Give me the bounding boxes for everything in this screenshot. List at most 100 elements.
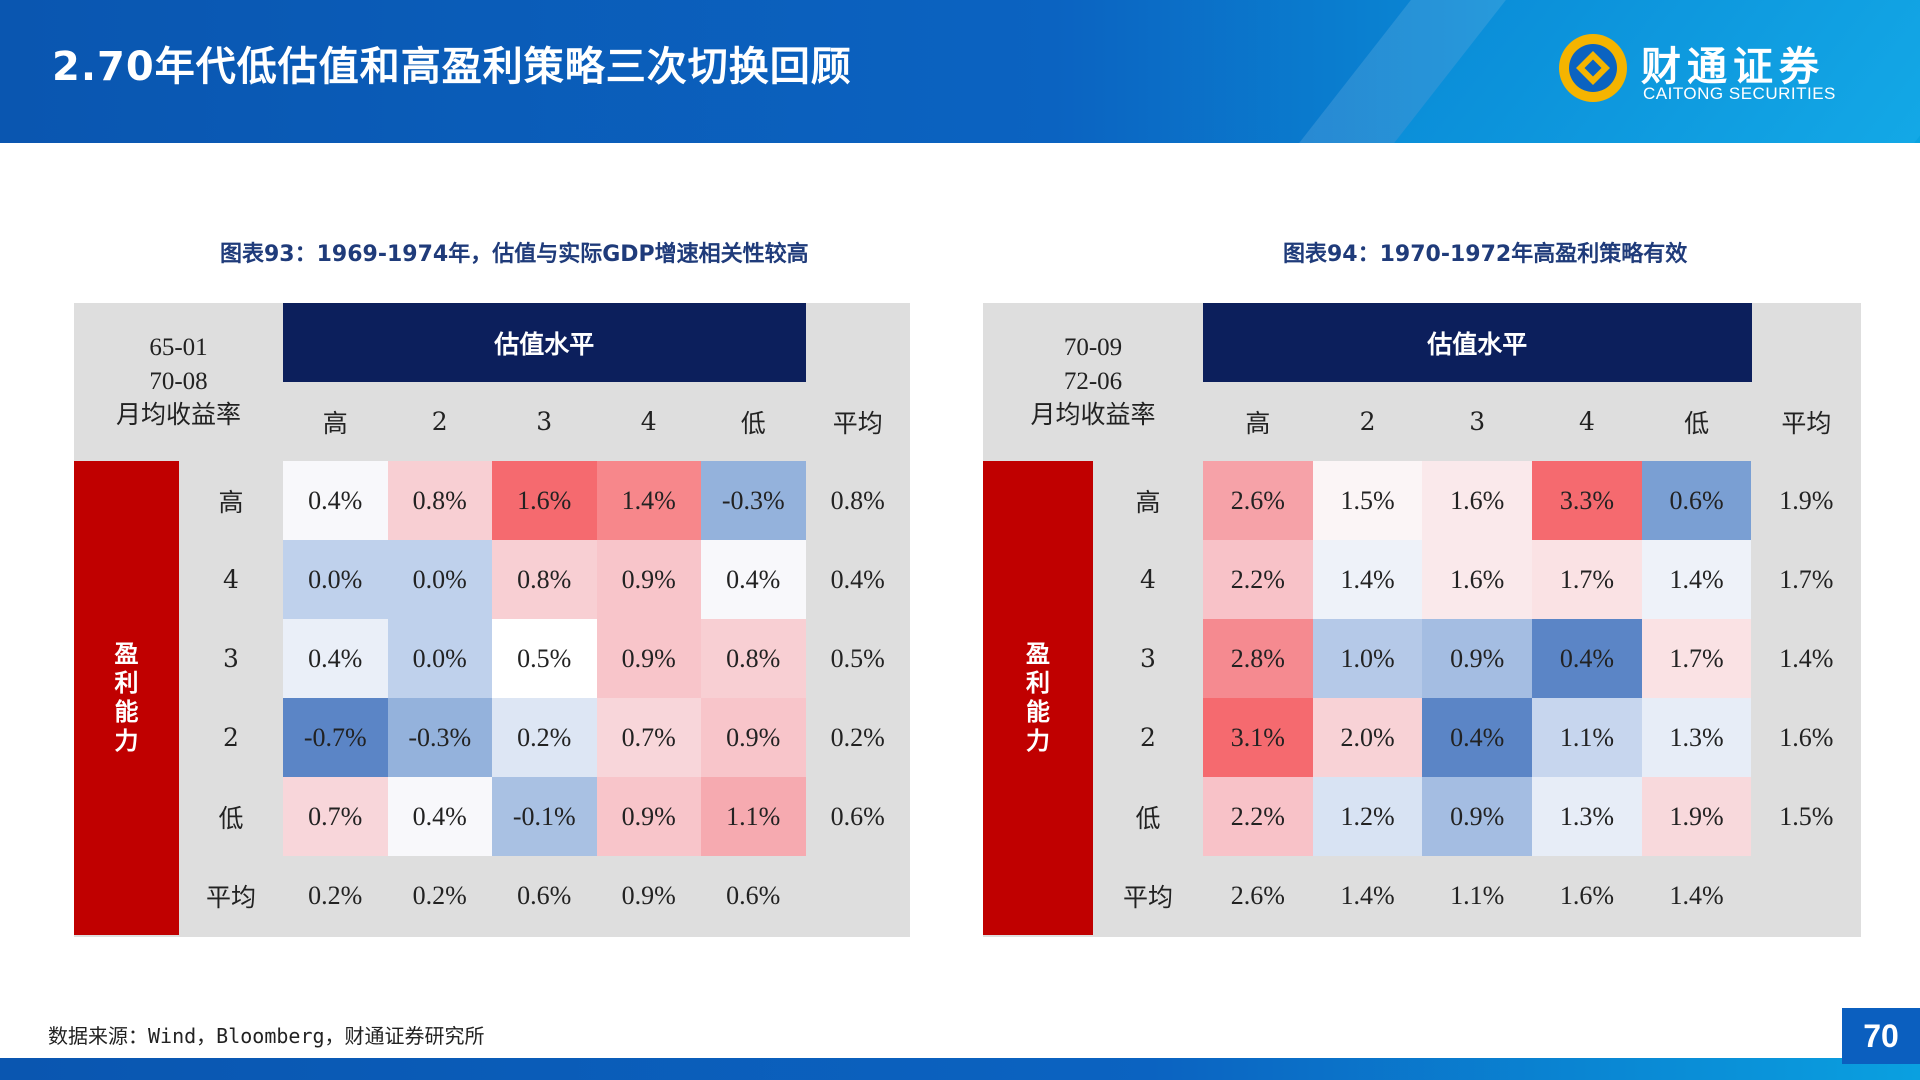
table-cell: 1.5%	[1779, 801, 1834, 831]
table-cell: 3.1%	[1203, 698, 1313, 777]
row-header: 2	[1140, 723, 1156, 752]
table-cell: 0.2%	[492, 698, 597, 777]
profitability-label-char: 利	[114, 669, 139, 697]
row-header: 3	[1140, 644, 1156, 673]
table-corner-label: 70-09 72-06 月均收益率	[983, 303, 1203, 461]
table-cell: 0.7%	[283, 777, 388, 856]
profitability-label-char: 能	[114, 698, 139, 726]
table-cell: 1.6%	[1779, 722, 1834, 752]
page-number: 70	[1842, 1008, 1920, 1064]
table-cell: 0.4%	[1422, 698, 1533, 777]
corner-line: 70-09	[1063, 334, 1123, 361]
table-cell: 0.6%	[517, 880, 572, 910]
table-cell: 2.2%	[1203, 540, 1313, 619]
table-cell: 0.9%	[1422, 619, 1533, 698]
table-cell: 0.4%	[283, 461, 388, 540]
table-cell: 0.4%	[283, 619, 388, 698]
row-header: 高	[1135, 487, 1161, 517]
table-cell: 1.4%	[1779, 643, 1834, 673]
row-header: 3	[223, 644, 239, 673]
table-cell: 0.5%	[492, 619, 597, 698]
page-title: 2.70年代低估值和高盈利策略三次切换回顾	[52, 44, 852, 90]
profitability-label-char: 力	[1026, 727, 1050, 755]
heatmap-table-93: 65-01 70-08 月均收益率 估值水平高 2 3 4 低平均盈利能力高 0.4% 0.8% 1…	[74, 303, 910, 937]
table-cell: 2.6%	[1230, 880, 1285, 910]
column-header: 平均	[832, 408, 883, 438]
profitability-label-char: 力	[114, 727, 139, 755]
table-cell: 2.6%	[1203, 461, 1313, 540]
column-header: 低	[1684, 408, 1710, 438]
table-cell: 0.9%	[596, 619, 701, 698]
corner-line: 月均收益率	[115, 402, 241, 429]
profitability-label-char: 利	[1026, 669, 1050, 697]
table-cell: 1.7%	[1641, 619, 1752, 698]
logo-chinese-text: 财通证券	[1641, 44, 1825, 90]
table-cell: 1.7%	[1779, 564, 1834, 594]
column-header: 4	[1578, 407, 1595, 436]
footer-bar	[0, 1058, 1920, 1080]
column-header: 2	[1359, 407, 1376, 436]
column-header: 高	[322, 408, 348, 438]
table-cell: 1.0%	[1312, 619, 1423, 698]
table-cell: 0.4%	[830, 564, 885, 594]
table-cell: 0.9%	[701, 698, 806, 777]
table-cell: 0.4%	[387, 777, 492, 856]
table-cell	[806, 856, 911, 935]
table-cell: 0.0%	[283, 540, 388, 619]
table-cell: 0.7%	[596, 698, 701, 777]
valuation-level-header: 估值水平	[283, 303, 806, 382]
profitability-label-char: 盈	[114, 640, 139, 668]
table-cell: 0.9%	[596, 777, 701, 856]
row-header: 4	[1140, 565, 1156, 594]
row-header: 低	[218, 803, 244, 833]
table-cell: 2.8%	[1203, 619, 1313, 698]
table-cell: 0.9%	[621, 880, 676, 910]
table-cell: 1.4%	[1312, 540, 1423, 619]
profitability-label-char: 盈	[1026, 640, 1050, 668]
table-cell: 2.0%	[1312, 698, 1423, 777]
table-cell: 0.9%	[1422, 777, 1533, 856]
table-cell: 1.6%	[1422, 540, 1533, 619]
table-cell: 1.4%	[1340, 880, 1395, 910]
heatmap-table-94: 70-09 72-06 月均收益率 估值水平高 2 3 4 低平均盈利能力高 2.6% 1.5% 1…	[983, 303, 1861, 937]
table-cell: 1.1%	[1450, 880, 1505, 910]
row-header: 高	[218, 487, 244, 517]
table-cell: 1.7%	[1532, 540, 1642, 619]
profitability-label-char: 能	[1026, 698, 1050, 726]
table-cell: 1.6%	[492, 461, 597, 540]
profitability-group-label: 盈利能力	[74, 461, 179, 935]
row-header: 低	[1135, 803, 1161, 833]
logo-english-text: CAITONG SECURITIES	[1643, 84, 1836, 103]
table-cell: 2.2%	[1203, 777, 1313, 856]
table-cell: 0.6%	[830, 801, 885, 831]
page-header: 2.70年代低估值和高盈利策略三次切换回顾 财通证券 CAITONG SECUR…	[0, 0, 1920, 143]
table-cell: 0.0%	[387, 619, 492, 698]
table-cell: 0.9%	[596, 540, 701, 619]
data-source-note: 数据来源：Wind，Bloomberg，财通证券研究所	[48, 1024, 485, 1048]
table-cell: 0.2%	[308, 880, 363, 910]
corner-line: 70-08	[149, 368, 208, 395]
table-cell: -0.1%	[492, 777, 597, 856]
table-cell: -0.3%	[701, 461, 806, 540]
column-header: 3	[1469, 407, 1486, 436]
column-header: 3	[536, 407, 553, 436]
row-header: 平均	[1122, 882, 1173, 912]
table-cell: -0.7%	[283, 698, 388, 777]
table-cell	[1752, 856, 1862, 935]
table-corner-label: 65-01 70-08 月均收益率	[74, 303, 283, 461]
logo-mark-icon	[1559, 34, 1627, 102]
row-header: 平均	[205, 882, 256, 912]
table-cell: 1.1%	[1532, 698, 1642, 777]
profitability-group-label: 盈利能力	[983, 461, 1093, 935]
table-cell: 1.1%	[701, 777, 806, 856]
table-cell: 1.6%	[1559, 880, 1615, 910]
row-header: 4	[223, 565, 239, 594]
table-cell: 1.2%	[1312, 777, 1423, 856]
table-cell: 0.8%	[492, 540, 597, 619]
column-header: 高	[1245, 408, 1271, 438]
table-cell: 0.0%	[387, 540, 492, 619]
corner-line: 月均收益率	[1030, 402, 1156, 429]
table-cell: 1.3%	[1532, 777, 1642, 856]
table-caption-93: 图表93：1969-1974年，估值与实际GDP增速相关性较高	[220, 242, 809, 267]
corner-line: 72-06	[1063, 368, 1123, 395]
